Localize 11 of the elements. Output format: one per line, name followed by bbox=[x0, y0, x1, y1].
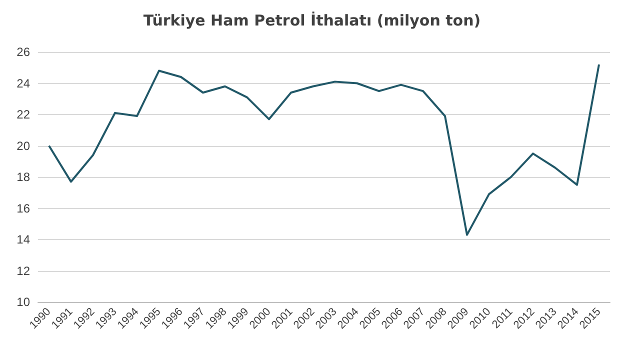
chart-title: Türkiye Ham Petrol İthalatı (milyon ton) bbox=[143, 12, 481, 30]
y-tick-label: 22 bbox=[16, 108, 30, 122]
y-tick-label: 18 bbox=[16, 170, 30, 184]
y-tick-label: 16 bbox=[16, 201, 30, 216]
y-tick-label: 24 bbox=[16, 76, 30, 90]
y-tick-label: 20 bbox=[16, 138, 30, 153]
y-tick-label: 26 bbox=[16, 45, 30, 59]
line-series bbox=[48, 64, 600, 236]
y-tick-label: 14 bbox=[16, 232, 30, 246]
y-tick-label: 12 bbox=[16, 264, 30, 278]
y-tick-label: 10 bbox=[16, 295, 30, 309]
